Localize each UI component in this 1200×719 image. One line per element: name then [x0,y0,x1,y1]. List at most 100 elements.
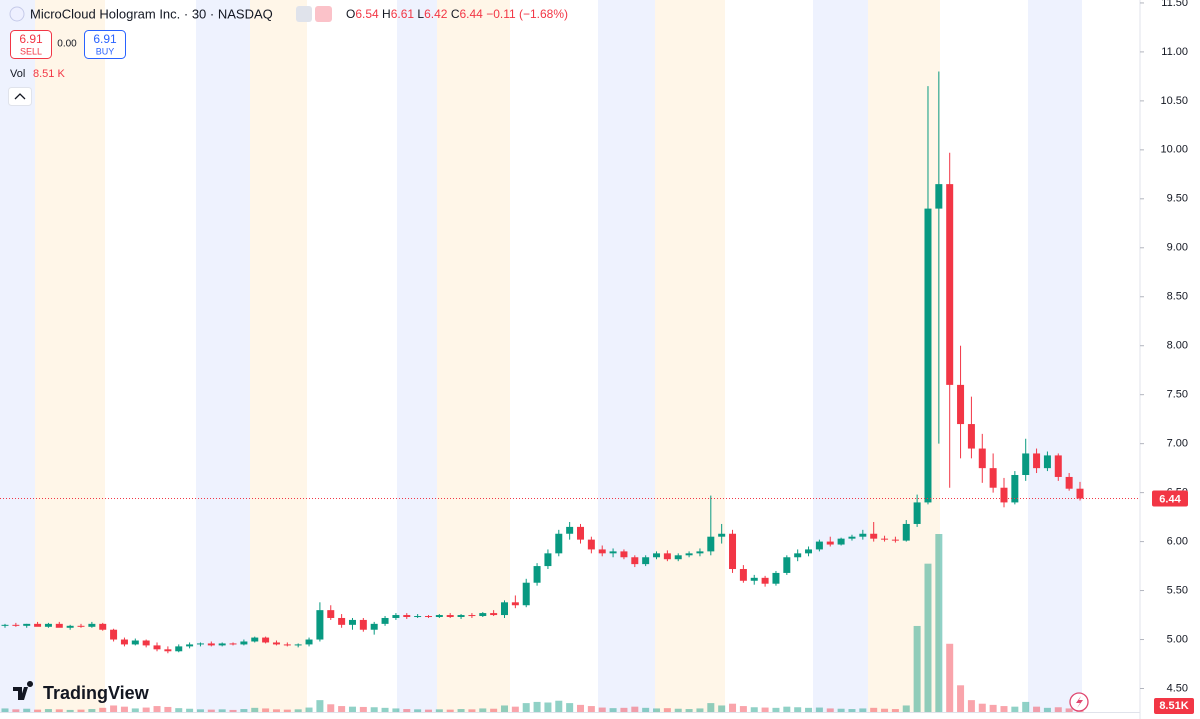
volume-bar [718,705,726,712]
volume-bar [348,706,356,712]
volume-bar [338,706,346,712]
candle-body [946,184,954,385]
volume-bar [262,708,270,712]
y-tick-label: 9.50 [1167,193,1188,205]
volume-bar [251,707,259,712]
candle-body [196,643,204,645]
volume-bar [55,709,63,712]
volume-bar [424,709,432,712]
candle-body [490,613,498,616]
volume-bar [153,706,161,712]
candle-body [348,619,356,625]
candle-body [381,617,389,624]
volume-bar [870,707,878,712]
volume-bar [511,706,519,712]
candle-body [131,640,139,645]
o-value: 6.54 [355,7,379,21]
market-status-icon[interactable] [296,6,312,22]
volume-bar [544,702,552,712]
candle-body [859,533,867,537]
candle-body [967,424,975,449]
lightning-icon [1076,696,1083,708]
volume-bar [696,708,704,712]
change: −0.11 (−1.68%) [486,7,568,21]
volume-bar [674,708,682,712]
candle-body [1022,453,1030,475]
y-tick-label: 11.00 [1161,46,1188,58]
volume-bar [490,708,498,712]
candle-body [99,623,107,630]
y-tick-label: 8.50 [1167,291,1188,303]
volume-bar [99,707,107,712]
volume-bar [229,709,237,712]
candle-body [544,553,552,567]
candle-body [120,639,128,645]
buy-button[interactable] [84,30,126,59]
volume-bar [468,709,476,712]
volume-bar [186,708,194,712]
price-axis-labels: 4.505.005.506.006.507.007.508.008.509.00… [1140,0,1194,714]
buy-label: BUY [96,46,115,56]
candle-body [370,623,378,630]
candle-body [110,629,118,640]
candle-body [12,624,20,626]
y-tick-label: 10.50 [1160,95,1188,107]
collapse-button[interactable] [8,87,32,106]
volume-bar [978,703,986,712]
candle-body [718,533,726,537]
candle-body [902,523,910,541]
candle-body [164,649,172,652]
buy-price: 6.91 [93,32,117,46]
volume-bar [620,707,628,712]
y-tick-label: 11.50 [1161,0,1188,9]
volume-bar [946,643,954,712]
volume-bar [555,700,563,712]
sell-button[interactable] [10,30,52,59]
volume-bar [1033,706,1041,712]
candle-body [577,526,585,540]
vol-label: Vol [10,68,25,80]
logo-icon [13,680,34,700]
volume-bar [164,706,172,712]
candle-body [566,526,574,534]
spread: 0.00 [57,39,77,50]
plot [0,71,1140,712]
candle-body [794,553,802,558]
volume-bar [77,709,85,712]
volume-tag [1154,698,1194,714]
volume-bar [23,708,31,712]
last-price-label: 6.44 [1159,493,1181,505]
volume-bar [414,709,422,712]
candle-body [1000,487,1008,503]
candle-body [359,619,367,630]
volume-bar [761,707,769,712]
y-tick-label: 4.50 [1167,682,1188,694]
candle-body [251,637,259,642]
c-label: C [451,7,460,21]
volume-bar [66,709,74,712]
indicator-icon[interactable] [315,6,332,22]
candle-body [327,610,335,618]
logo: TradingView [13,680,150,703]
volume-bar [457,709,465,712]
volume-bar [642,707,650,712]
volume-bar [34,709,42,712]
volume-bar [794,707,802,712]
candle-body [663,553,671,560]
y-tick-label: 6.00 [1167,535,1188,547]
h-label: H [382,7,391,21]
volume-bar [305,707,313,712]
volume-bar [359,706,367,712]
volume-bar [533,701,541,712]
y-tick-label: 9.00 [1167,242,1188,254]
volume-bar [815,707,823,712]
volume-bar [175,708,183,712]
candle-body [772,572,780,584]
volume-bar [663,708,671,712]
symbol-title: MicroCloud Hologram Inc. · 30 · NASDAQ [30,6,273,21]
candle-body [500,602,508,616]
volume-bar [196,709,204,712]
candle-body [446,615,454,618]
volume-bar [218,709,226,712]
sell-price: 6.91 [19,32,43,46]
